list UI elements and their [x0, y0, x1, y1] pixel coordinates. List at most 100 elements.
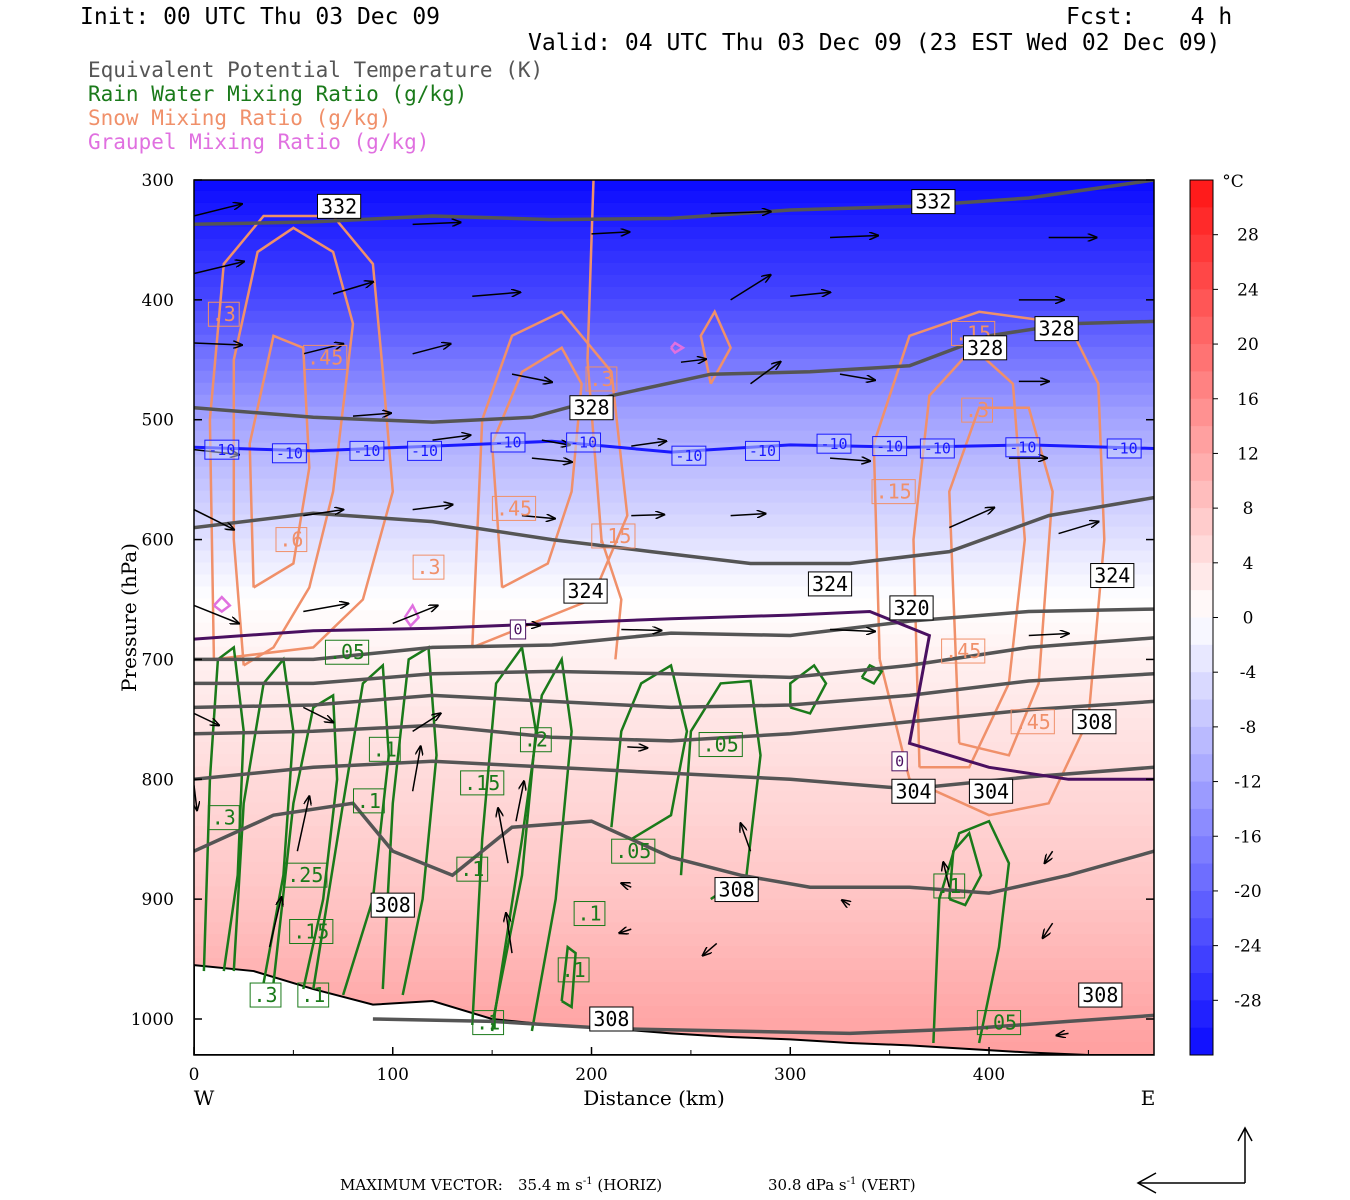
legend-snow: Snow Mixing Ratio (g/kg) [88, 106, 392, 130]
temperature-band [194, 814, 1154, 829]
colorbar-step [1190, 234, 1213, 263]
wind-vector [591, 232, 630, 234]
wind-vector [531, 458, 572, 462]
wind-vector [627, 747, 647, 748]
theta-e-label-box [714, 877, 759, 903]
snow-label: .45 [941, 638, 986, 664]
snow-label-text: .3 [212, 302, 236, 326]
snow-label-box [275, 527, 308, 553]
colorbar-label: -8 [1240, 718, 1257, 738]
snow-label-box [591, 523, 636, 549]
theta-e-label: 308 [370, 892, 415, 918]
rain-label-box [557, 957, 590, 983]
valid-time: Valid: 04 UTC Thu 03 Dec 09 (23 EST Wed … [528, 30, 1221, 56]
temperature-shading [194, 180, 1154, 1055]
x-tick-label: 200 [575, 1065, 607, 1085]
wind-vector [621, 629, 661, 630]
colorbar-step [1190, 726, 1213, 755]
temperature-band [194, 394, 1154, 409]
rain-label-text: .2 [524, 728, 548, 752]
theta-e-label-text: 324 [1094, 564, 1130, 588]
y-tick-label: 400 [142, 291, 174, 311]
rain-label-text: .05 [615, 839, 651, 863]
theta-e-contour [194, 319, 1154, 424]
y-tick-label: 1000 [131, 1010, 174, 1030]
x-tick-label: 300 [774, 1065, 806, 1085]
colorbar-label: 28 [1237, 226, 1259, 246]
contour-lines [194, 180, 1154, 1044]
rain-label-text: .1 [357, 789, 381, 813]
rain-label: .1 [933, 873, 966, 899]
rain-label-box [460, 770, 505, 796]
theta-e-label-text: 328 [573, 396, 609, 420]
theta-e-label-text: 332 [915, 190, 951, 214]
temperature-band [194, 658, 1154, 673]
x-tick-label: 100 [377, 1065, 409, 1085]
temperature-band [194, 646, 1154, 661]
rain-label-box [472, 1010, 505, 1036]
snow-label-box [1010, 709, 1055, 735]
colorbar-label: -16 [1234, 827, 1261, 847]
colorbar-label: 24 [1237, 280, 1259, 300]
rain-label-box [207, 805, 240, 831]
wind-vector [521, 516, 555, 519]
max-vector-horiz: 35.4 m s-1 (HORIZ) [518, 1176, 663, 1194]
rain-label: .15 [289, 919, 334, 945]
y-tick-label: 800 [142, 770, 174, 790]
isotherm-label: -10 [1005, 437, 1041, 458]
temperature-band [194, 478, 1154, 493]
isotherm-zero-label-box [509, 619, 527, 640]
rain-contour [471, 644, 538, 1026]
temperature-band [194, 886, 1154, 901]
theta-e-label-text: 308 [719, 878, 755, 902]
isotherm-zero-label: 0 [509, 619, 527, 640]
rain-contour [272, 693, 339, 990]
colorbar-label: 4 [1243, 554, 1254, 574]
colorbar-step [1190, 398, 1213, 427]
wind-vector [302, 706, 333, 722]
snow-label: .3 [207, 301, 240, 327]
snow-label: .3 [961, 397, 994, 423]
temperature-band [194, 922, 1154, 937]
isotherm-label-text: -10 [1111, 440, 1138, 458]
wind-vector [621, 883, 632, 887]
colorbar-step [1190, 316, 1213, 345]
wind-vector [194, 343, 242, 345]
ref-horiz-arrowhead [1136, 1172, 1157, 1194]
wind-vector [703, 942, 718, 955]
snow-label: .15 [591, 523, 636, 549]
snow-contour [208, 214, 395, 661]
temperature-band [194, 466, 1154, 481]
theta-e-label-box [563, 578, 608, 604]
colorbar-step [1190, 972, 1213, 1001]
isotherm-label-text: -10 [749, 442, 776, 460]
wind-vector [730, 275, 771, 301]
colorbar-step [1190, 426, 1213, 454]
theta-e-label-box [316, 193, 362, 219]
temperature-band [194, 838, 1154, 853]
snow-label-text: .3 [589, 367, 613, 391]
isotherm-label: -10 [744, 440, 780, 461]
colorbar-label: -4 [1240, 663, 1257, 683]
rain-label-box [698, 732, 743, 758]
theta-e-label-box [1090, 563, 1135, 589]
temperature-band [194, 970, 1154, 985]
rain-label-text: .1 [460, 857, 484, 881]
temperature-band [194, 274, 1154, 289]
wind-vector [839, 373, 875, 380]
y-axis-label: Pressure (hPa) [117, 543, 141, 692]
isotherm-label-box [1106, 438, 1142, 459]
rain-label-box [353, 788, 385, 814]
isotherm-label-text: -10 [276, 445, 303, 463]
wind-vector [412, 713, 441, 732]
theta-e-label: 328 [569, 395, 614, 421]
theta-e-label-box [911, 189, 956, 215]
isotherm-label: -10 [872, 436, 908, 457]
isotherm-label-text: -10 [208, 441, 235, 459]
wind-vector [303, 603, 348, 613]
wind-vector [296, 796, 309, 852]
temperature-band [194, 286, 1154, 301]
colorbar-unit: °C [1222, 172, 1244, 192]
legend-theta-e: Equivalent Potential Temperature (K) [88, 58, 544, 82]
colorbar-step [1190, 918, 1213, 947]
